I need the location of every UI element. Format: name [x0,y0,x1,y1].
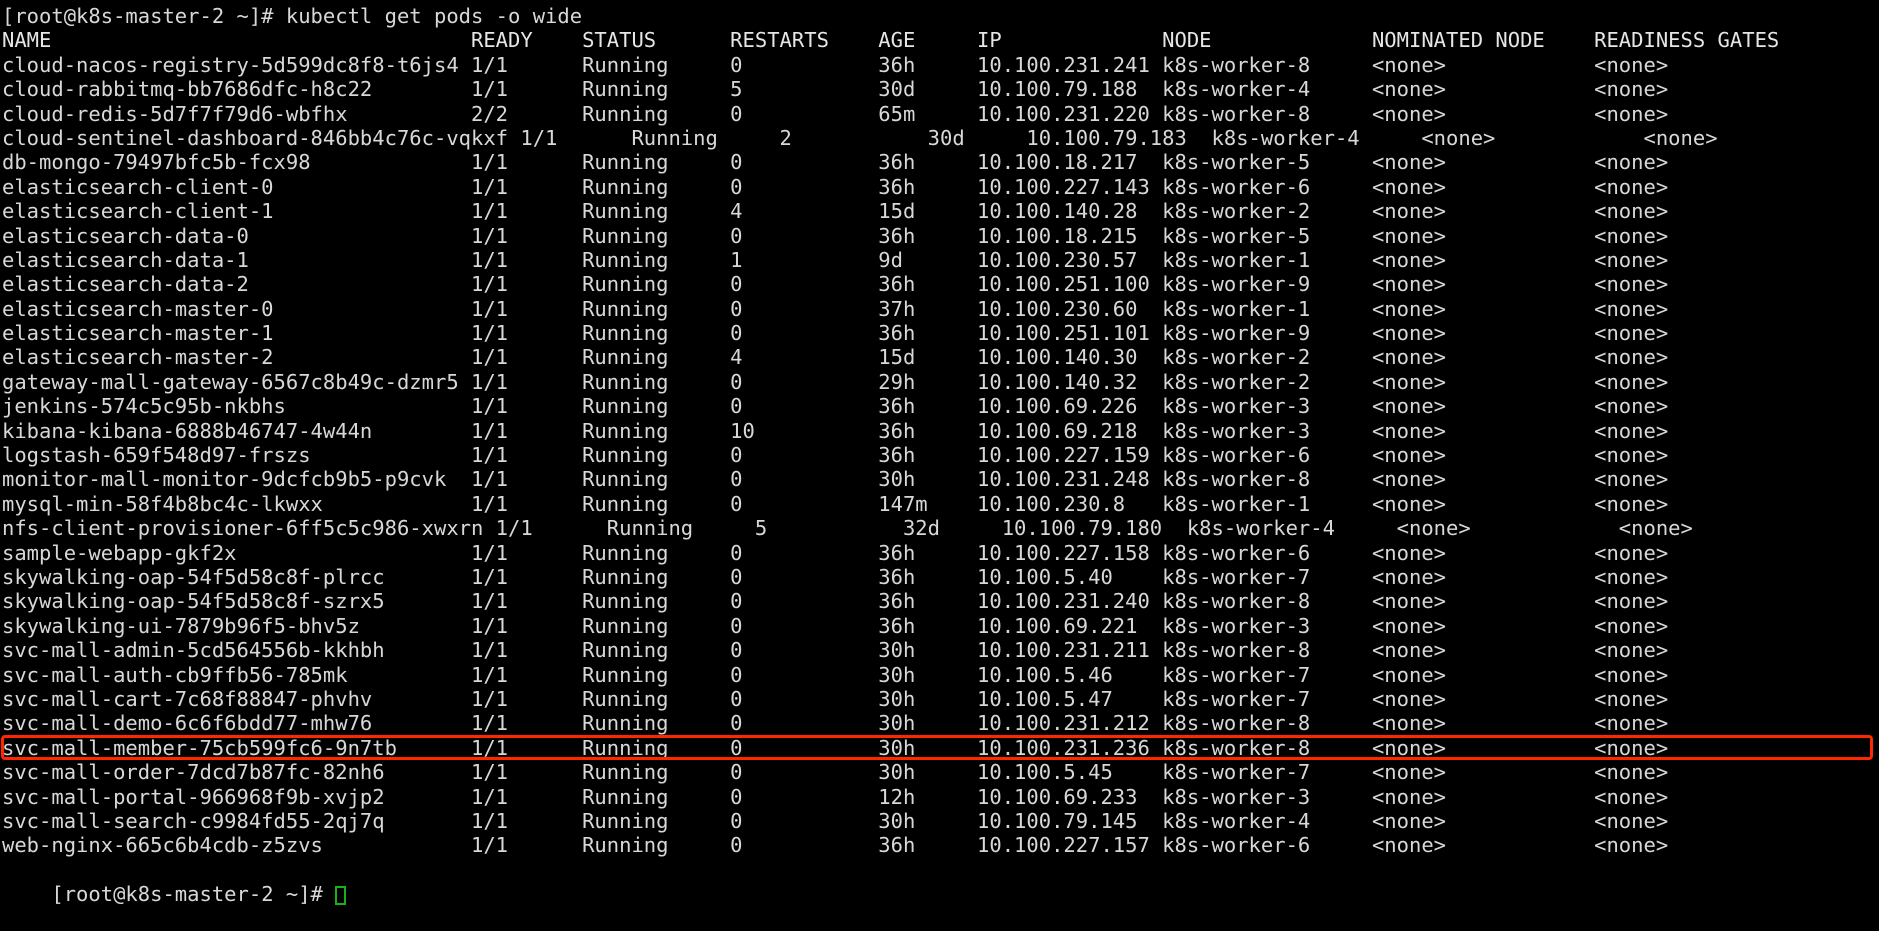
table-row: cloud-sentinel-dashboard-846bb4c76c-vqkx… [2,125,1718,150]
table-row: svc-mall-portal-966968f9b-xvjp2 1/1 Runn… [2,784,1669,809]
table-row: svc-mall-demo-6c6f6bdd77-mhw76 1/1 Runni… [2,711,1669,736]
table-header-row: NAME READY STATUS RESTARTS AGE IP NODE N… [2,28,1780,53]
table-row: elasticsearch-data-0 1/1 Running 0 36h 1… [2,223,1669,248]
table-row: monitor-mall-monitor-9dcfcb9b5-p9cvk 1/1… [2,467,1669,492]
table-row: skywalking-oap-54f5d58c8f-plrcc 1/1 Runn… [2,564,1669,589]
table-row: cloud-rabbitmq-bb7686dfc-h8c22 1/1 Runni… [2,77,1669,102]
table-row: jenkins-574c5c95b-nkbhs 1/1 Running 0 36… [2,394,1669,419]
table-row: elasticsearch-master-2 1/1 Running 4 15d… [2,345,1669,370]
table-row: elasticsearch-client-0 1/1 Running 0 36h… [2,174,1669,199]
table-row: svc-mall-admin-5cd564556b-kkhbh 1/1 Runn… [2,638,1669,663]
table-row: elasticsearch-data-2 1/1 Running 0 36h 1… [2,272,1669,297]
table-row: web-nginx-665c6b4cdb-z5zvs 1/1 Running 0… [2,833,1669,858]
table-row: svc-mall-search-c9984fd55-2qj7q 1/1 Runn… [2,808,1669,833]
table-row: svc-mall-member-75cb599fc6-9n7tb 1/1 Run… [2,735,1669,760]
table-row: nfs-client-provisioner-6ff5c5c986-xwxrn … [2,516,1693,541]
pod-table-body: cloud-nacos-registry-5d599dc8f8-t6js4 1/… [2,53,1879,858]
table-row: kibana-kibana-6888b46747-4w44n 1/1 Runni… [2,418,1669,443]
table-row: skywalking-ui-7879b96f5-bhv5z 1/1 Runnin… [2,613,1669,638]
table-row: logstash-659f548d97-frszs 1/1 Running 0 … [2,443,1669,468]
table-row: svc-mall-order-7dcd7b87fc-82nh6 1/1 Runn… [2,760,1669,785]
table-row: skywalking-oap-54f5d58c8f-szrx5 1/1 Runn… [2,589,1669,614]
command-prompt-line: [root@k8s-master-2 ~]# kubectl get pods … [2,4,583,28]
table-row: db-mongo-79497bfc5b-fcx98 1/1 Running 0 … [2,150,1669,175]
table-row: elasticsearch-client-1 1/1 Running 4 15d… [2,199,1669,224]
table-row: svc-mall-cart-7c68f88847-phvhv 1/1 Runni… [2,686,1669,711]
table-row: mysql-min-58f4b8bc4c-lkwxx 1/1 Running 0… [2,491,1669,516]
table-row: cloud-redis-5d7f7f79d6-wbfhx 2/2 Running… [2,101,1669,126]
table-row: sample-webapp-gkf2x 1/1 Running 0 36h 10… [2,540,1669,565]
prompt-text: [root@k8s-master-2 ~]# [51,882,336,907]
table-row: elasticsearch-master-1 1/1 Running 0 36h… [2,321,1669,346]
table-row: gateway-mall-gateway-6567c8b49c-dzmr5 1/… [2,369,1669,394]
command-prompt-bottom[interactable]: [root@k8s-master-2 ~]# [2,858,1879,906]
table-row: elasticsearch-data-1 1/1 Running 1 9d 10… [2,247,1669,272]
table-row: cloud-nacos-registry-5d599dc8f8-t6js4 1/… [2,52,1669,77]
table-row: elasticsearch-master-0 1/1 Running 0 37h… [2,296,1669,321]
text-cursor [335,886,347,906]
terminal-window[interactable]: [root@k8s-master-2 ~]# kubectl get pods … [0,0,1879,906]
table-row: svc-mall-auth-cb9ffb56-785mk 1/1 Running… [2,662,1669,687]
